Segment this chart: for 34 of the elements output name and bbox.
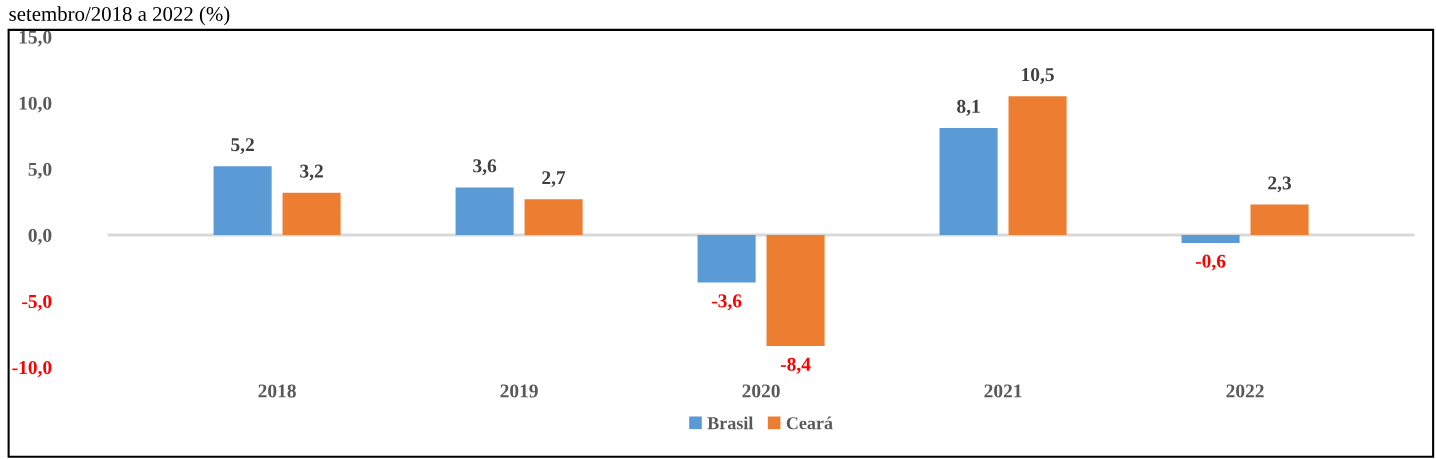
bar <box>766 235 825 347</box>
legend-label: Ceará <box>786 416 833 430</box>
data-label: -3,6 <box>711 294 742 311</box>
y-tick-label: -5,0 <box>22 294 52 311</box>
x-tick-label: 2021 <box>984 384 1022 398</box>
bar <box>1250 204 1309 236</box>
bar <box>282 192 341 236</box>
y-tick-label: 15,0 <box>19 30 52 47</box>
bar <box>939 127 998 236</box>
x-tick-label: 2022 <box>1226 384 1264 398</box>
bar <box>455 187 514 236</box>
data-label: -0,6 <box>1195 254 1226 271</box>
chart-title: setembro/2018 a 2022 (%) <box>9 6 230 26</box>
data-label: 2,3 <box>1268 176 1292 193</box>
data-label: 8,1 <box>957 99 980 116</box>
x-tick-label: 2018 <box>258 384 296 398</box>
bar <box>524 199 583 236</box>
data-label: 5,2 <box>231 138 254 155</box>
y-tick-label: 10,0 <box>19 96 52 113</box>
y-tick-label: 0,0 <box>28 228 52 245</box>
y-tick-label: -10,0 <box>12 361 52 377</box>
x-tick-label: 2020 <box>742 384 780 398</box>
data-label: 3,2 <box>300 164 323 181</box>
bar <box>1008 96 1067 236</box>
y-tick-label: 5,0 <box>28 162 52 179</box>
bar <box>697 235 756 283</box>
data-label: 2,7 <box>542 171 566 188</box>
data-label: -8,4 <box>780 357 811 374</box>
legend-label: Brasil <box>707 416 754 430</box>
data-label: 10,5 <box>1022 68 1054 84</box>
bar <box>213 166 272 236</box>
x-tick-label: 2019 <box>500 384 538 398</box>
data-label: 3,6 <box>473 159 497 176</box>
bar <box>1181 235 1240 243</box>
